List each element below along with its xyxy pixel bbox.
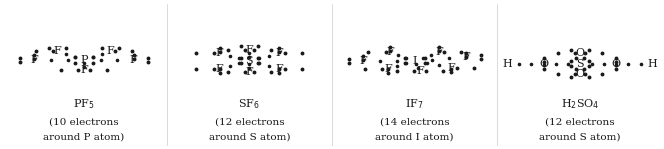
Text: S: S — [576, 59, 584, 69]
Text: (12 electrons: (12 electrons — [214, 118, 284, 127]
Text: H: H — [503, 59, 512, 69]
Text: F: F — [462, 52, 470, 62]
Text: around S atom): around S atom) — [208, 132, 290, 141]
Text: H: H — [648, 59, 657, 69]
Text: around S atom): around S atom) — [539, 132, 621, 141]
Text: F: F — [275, 64, 283, 74]
Text: F: F — [216, 48, 224, 58]
Text: S: S — [246, 56, 253, 66]
Text: O: O — [576, 69, 584, 79]
Text: F: F — [384, 64, 392, 74]
Text: F: F — [435, 47, 443, 57]
Text: P: P — [80, 55, 88, 65]
Text: F: F — [107, 46, 114, 56]
Text: F: F — [129, 55, 137, 65]
Text: (12 electrons: (12 electrons — [545, 118, 615, 127]
Text: O: O — [539, 59, 548, 69]
Text: F: F — [80, 65, 88, 75]
Text: F: F — [246, 67, 253, 77]
Text: H$_2$SO$_4$: H$_2$SO$_4$ — [560, 98, 599, 111]
Text: F: F — [216, 64, 224, 74]
Text: F: F — [416, 66, 424, 76]
Text: F: F — [246, 45, 253, 55]
Text: F: F — [275, 48, 283, 58]
Text: IF$_7$: IF$_7$ — [406, 98, 424, 111]
Text: I: I — [412, 56, 417, 66]
Text: O: O — [612, 59, 621, 69]
Text: F: F — [54, 46, 62, 56]
Text: F: F — [386, 47, 394, 57]
Text: around I atom): around I atom) — [375, 132, 454, 141]
Text: PF$_5$: PF$_5$ — [73, 98, 95, 111]
Text: SF$_6$: SF$_6$ — [238, 98, 260, 111]
Text: F: F — [359, 56, 367, 66]
Text: around P atom): around P atom) — [43, 132, 125, 141]
Text: (10 electrons: (10 electrons — [49, 118, 119, 127]
Text: F: F — [31, 55, 39, 65]
Text: O: O — [576, 48, 584, 58]
Text: F: F — [447, 63, 455, 73]
Text: (14 electrons: (14 electrons — [380, 118, 450, 127]
